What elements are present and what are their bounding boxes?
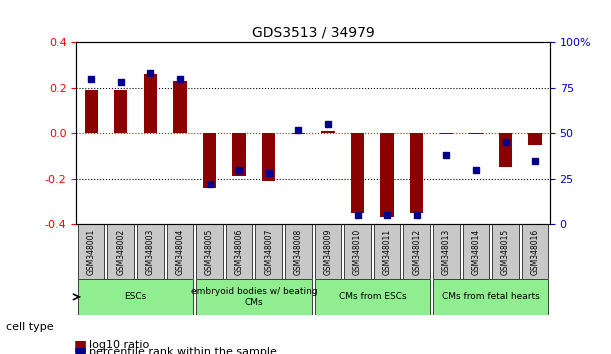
Bar [203, 133, 216, 188]
Text: ■: ■ [73, 338, 86, 352]
FancyBboxPatch shape [196, 279, 312, 315]
FancyBboxPatch shape [492, 224, 519, 279]
Bar [529, 133, 542, 145]
FancyBboxPatch shape [167, 224, 193, 279]
Text: GSM348004: GSM348004 [175, 228, 185, 275]
Bar [174, 81, 186, 133]
Text: GSM348001: GSM348001 [87, 228, 96, 275]
Title: GDS3513 / 34979: GDS3513 / 34979 [252, 26, 375, 40]
Text: GSM348011: GSM348011 [382, 228, 392, 274]
FancyBboxPatch shape [403, 224, 430, 279]
Text: GSM348007: GSM348007 [264, 228, 273, 275]
FancyBboxPatch shape [463, 224, 489, 279]
Text: CMs from fetal hearts: CMs from fetal hearts [442, 292, 540, 301]
Text: GSM348003: GSM348003 [146, 228, 155, 275]
Text: GSM348010: GSM348010 [353, 228, 362, 275]
Bar [440, 133, 453, 135]
Bar [469, 133, 483, 135]
FancyBboxPatch shape [285, 224, 312, 279]
Bar [262, 133, 276, 181]
Text: GSM348015: GSM348015 [501, 228, 510, 275]
Bar [351, 133, 364, 213]
FancyBboxPatch shape [315, 224, 342, 279]
Text: GSM348009: GSM348009 [323, 228, 332, 275]
Text: cell type: cell type [6, 322, 54, 332]
FancyBboxPatch shape [78, 279, 193, 315]
Text: ESCs: ESCs [125, 292, 147, 301]
Bar [410, 133, 423, 213]
Text: GSM348016: GSM348016 [530, 228, 540, 275]
Text: GSM348006: GSM348006 [235, 228, 244, 275]
Text: GSM348005: GSM348005 [205, 228, 214, 275]
Text: GSM348013: GSM348013 [442, 228, 451, 275]
FancyBboxPatch shape [226, 224, 252, 279]
Bar [381, 133, 393, 217]
FancyBboxPatch shape [196, 224, 223, 279]
Bar [114, 90, 128, 133]
FancyBboxPatch shape [78, 224, 104, 279]
Text: log10 ratio: log10 ratio [89, 340, 149, 350]
Text: CMs from ESCs: CMs from ESCs [338, 292, 406, 301]
Text: ■: ■ [73, 345, 86, 354]
Text: percentile rank within the sample: percentile rank within the sample [89, 347, 276, 354]
FancyBboxPatch shape [344, 224, 371, 279]
Bar [291, 133, 305, 135]
FancyBboxPatch shape [315, 279, 430, 315]
Bar [233, 133, 246, 177]
Bar [84, 90, 98, 133]
Bar [499, 133, 512, 167]
Text: GSM348012: GSM348012 [412, 228, 421, 274]
FancyBboxPatch shape [433, 279, 549, 315]
Text: embryoid bodies w/ beating
CMs: embryoid bodies w/ beating CMs [191, 287, 317, 307]
FancyBboxPatch shape [137, 224, 164, 279]
Text: GSM348014: GSM348014 [472, 228, 480, 275]
Bar [321, 131, 335, 133]
FancyBboxPatch shape [522, 224, 549, 279]
FancyBboxPatch shape [255, 224, 282, 279]
FancyBboxPatch shape [433, 224, 459, 279]
Text: GSM348002: GSM348002 [116, 228, 125, 275]
FancyBboxPatch shape [374, 224, 400, 279]
FancyBboxPatch shape [108, 224, 134, 279]
Bar [144, 74, 157, 133]
Text: GSM348008: GSM348008 [294, 228, 303, 275]
